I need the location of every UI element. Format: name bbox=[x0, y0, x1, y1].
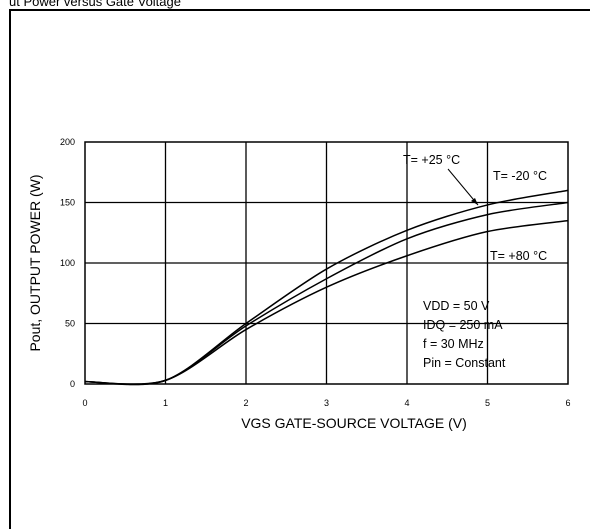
y-tick-label: 200 bbox=[60, 137, 75, 147]
x-tick-label: 5 bbox=[485, 398, 490, 408]
condition-idq: IDQ = 250 mA bbox=[423, 318, 503, 332]
chart: 0 1 2 3 4 5 6 0 50 100 150 200 VGS GATE-SOURCE VOL… bbox=[27, 137, 571, 431]
y-tick-label: 50 bbox=[65, 319, 75, 329]
condition-freq: f = 30 MHz bbox=[423, 337, 484, 351]
y-tick-label: 150 bbox=[60, 198, 75, 208]
grid bbox=[85, 142, 568, 384]
condition-vdd: VDD = 50 V bbox=[423, 299, 490, 313]
x-tick-labels: 0 1 2 3 4 5 6 bbox=[82, 398, 570, 408]
x-tick-label: 0 bbox=[82, 398, 87, 408]
x-tick-label: 2 bbox=[243, 398, 248, 408]
y-tick-label: 0 bbox=[70, 379, 75, 389]
figure-frame bbox=[9, 9, 590, 529]
series-lines bbox=[84, 189, 569, 386]
x-tick-label: 1 bbox=[163, 398, 168, 408]
x-tick-label: 3 bbox=[324, 398, 329, 408]
y-tick-labels: 0 50 100 150 200 bbox=[60, 137, 75, 389]
series-label-m20: T= -20 °C bbox=[493, 169, 547, 183]
x-tick-label: 6 bbox=[565, 398, 570, 408]
y-tick-label: 100 bbox=[60, 258, 75, 268]
figure-caption: ut Power versus Gate Voltage bbox=[9, 0, 181, 9]
x-tick-label: 4 bbox=[404, 398, 409, 408]
x-axis-title: VGS GATE-SOURCE VOLTAGE (V) bbox=[241, 415, 467, 431]
series-label-80: T= +80 °C bbox=[490, 249, 547, 263]
series-line-2 bbox=[84, 219, 569, 385]
series-label-25-arrowhead bbox=[471, 198, 478, 205]
y-axis-title: Pout, OUTPUT POWER (W) bbox=[27, 174, 43, 351]
series-label-25: T= +25 °C bbox=[403, 153, 460, 167]
series-label-25-leader bbox=[447, 168, 479, 206]
condition-pin: Pin = Constant bbox=[423, 356, 506, 370]
